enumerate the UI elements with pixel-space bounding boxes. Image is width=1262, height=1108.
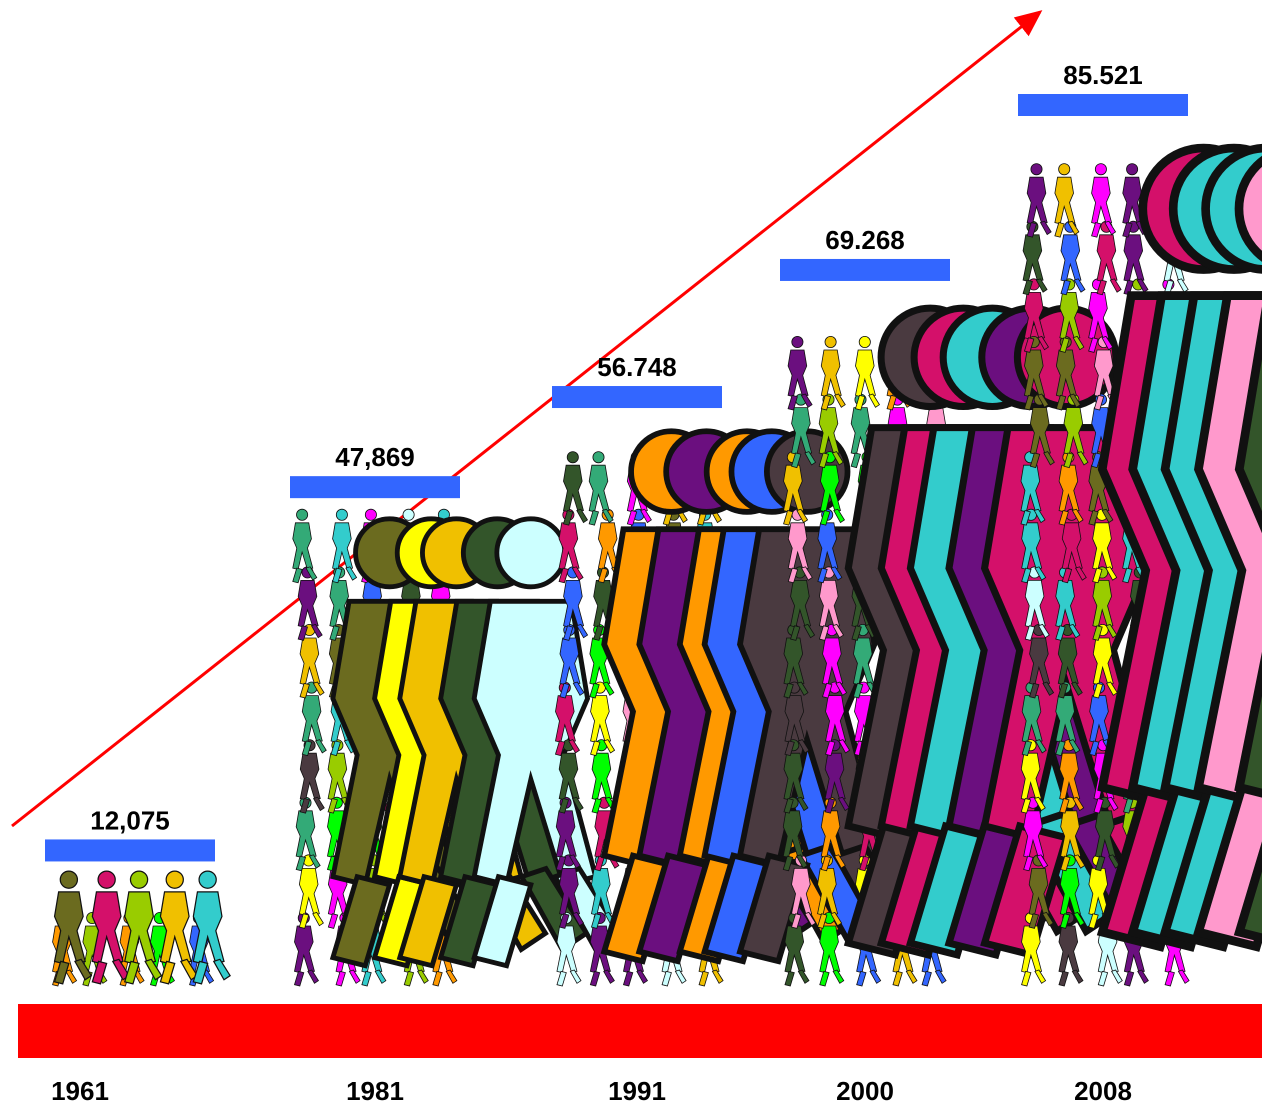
- value-label: 47,869: [335, 442, 415, 472]
- year-label: 2000: [836, 1076, 894, 1106]
- value-marker-bar: [1018, 94, 1188, 116]
- person-icon: [854, 335, 881, 411]
- year-label: 1981: [346, 1076, 404, 1106]
- person-icon: [588, 450, 614, 526]
- value-markers: [45, 94, 1188, 862]
- person-icon: [1026, 162, 1052, 238]
- year-label: 1961: [51, 1076, 109, 1106]
- person-icon: [562, 450, 589, 526]
- value-marker-bar: [780, 258, 950, 281]
- value-label: 85.521: [1063, 60, 1143, 90]
- value-labels: 12,075 47,869 56.748 69.268 85.521: [90, 60, 1143, 835]
- person-icon: [1096, 220, 1122, 296]
- value-marker-bar: [45, 839, 215, 862]
- year-label: 1991: [608, 1076, 666, 1106]
- year-label: 2008: [1074, 1076, 1132, 1106]
- value-marker-bar: [552, 386, 722, 409]
- baseline-bar: [18, 1004, 1262, 1058]
- people-stack: [51, 869, 232, 987]
- value-label: 12,075: [90, 805, 170, 835]
- year-labels: 1961 1981 1991 2000 2008: [51, 1076, 1132, 1106]
- value-label: 56.748: [597, 352, 677, 382]
- trend-arrow: [11, 10, 1043, 828]
- person-icon: [192, 869, 232, 985]
- people-figures: [51, 148, 1262, 987]
- value-label: 69.268: [825, 225, 905, 255]
- value-marker-bar: [290, 476, 460, 499]
